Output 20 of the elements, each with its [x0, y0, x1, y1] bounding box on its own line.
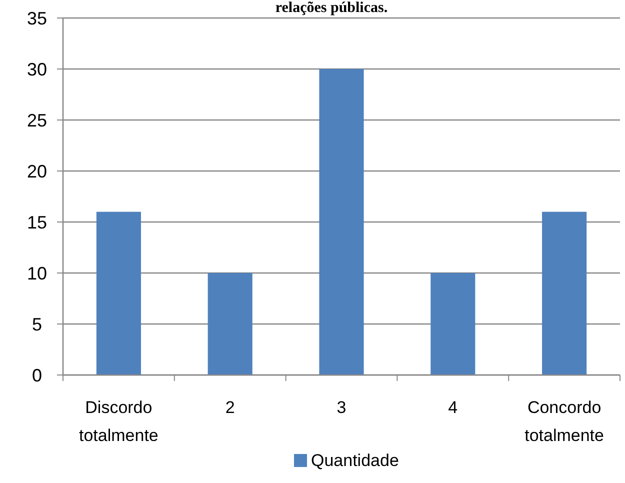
x-tick-label: 3 — [336, 398, 346, 417]
x-tick-label: 2 — [225, 398, 235, 417]
bar — [542, 212, 587, 375]
x-tick-label: Discordo totalmente — [79, 398, 158, 445]
x-tick-label: Concordo totalmente — [524, 398, 604, 445]
y-tick-label: 30 — [26, 59, 48, 80]
x-tick-label: 4 — [448, 398, 458, 417]
y-tick-label: 20 — [26, 161, 48, 182]
y-tick-label: 15 — [26, 212, 48, 232]
bar — [319, 69, 364, 375]
bar — [96, 212, 141, 375]
bar — [430, 273, 476, 375]
y-tick-label: 5 — [32, 314, 42, 334]
bar — [208, 273, 252, 375]
y-tick-label: 10 — [26, 263, 48, 284]
y-tick-label: 35 — [26, 8, 48, 28]
chart-title: relações públicas. — [275, 0, 388, 16]
y-tick-label: 0 — [32, 365, 42, 386]
legend-label: Quantidade — [311, 451, 399, 470]
y-tick-label: 25 — [26, 110, 48, 130]
